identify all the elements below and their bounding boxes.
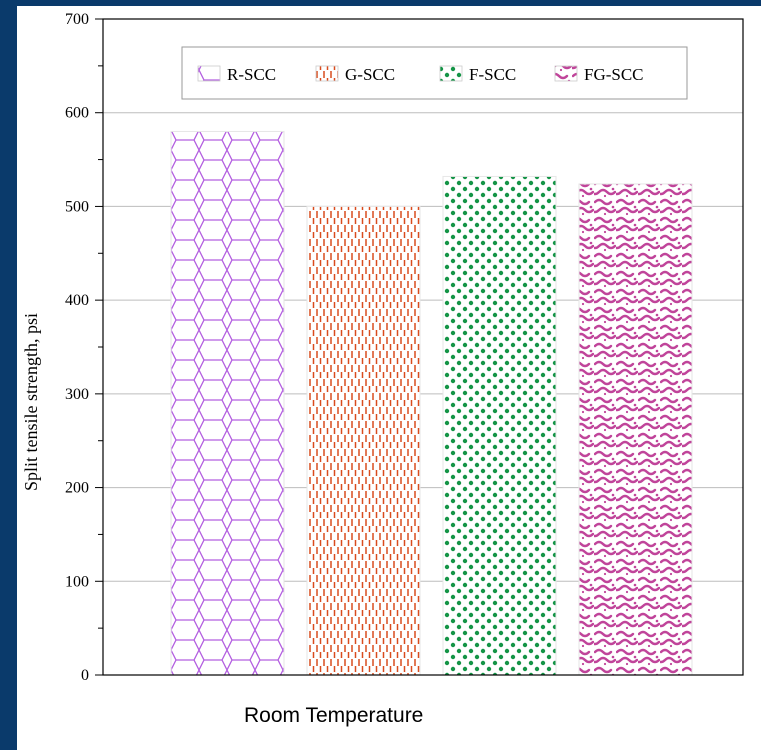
bar-fg-scc <box>578 183 693 676</box>
y-tick-label: 400 <box>65 292 89 309</box>
y-tick-label: 600 <box>65 105 89 122</box>
legend-label-r-scc: R-SCC <box>227 65 276 84</box>
y-tick-label: 300 <box>65 386 89 403</box>
y-tick-label: 700 <box>65 11 89 28</box>
y-tick-label: 200 <box>65 480 89 497</box>
legend-swatch-f-scc <box>439 65 463 82</box>
bar-g-scc <box>306 205 421 676</box>
legend-swatch-g-scc <box>315 65 339 82</box>
bar-f-scc <box>442 175 557 676</box>
legend-swatch-r-scc <box>197 65 221 82</box>
left-border-band <box>0 0 17 750</box>
legend-box <box>181 46 688 100</box>
y-tick-label: 0 <box>81 667 89 684</box>
y-tick-label: 500 <box>65 198 89 215</box>
legend-label-fg-scc: FG-SCC <box>584 65 644 84</box>
plot-border <box>102 18 744 676</box>
x-axis-label: Room Temperature <box>244 704 424 727</box>
bar-r-scc <box>170 130 285 676</box>
y-tick-label: 100 <box>65 573 89 590</box>
legend-swatch-fg-scc <box>554 65 578 82</box>
y-axis-label: Split tensile strength, psi <box>21 313 41 491</box>
legend-label-f-scc: F-SCC <box>469 65 516 84</box>
legend-label-g-scc: G-SCC <box>345 65 395 84</box>
